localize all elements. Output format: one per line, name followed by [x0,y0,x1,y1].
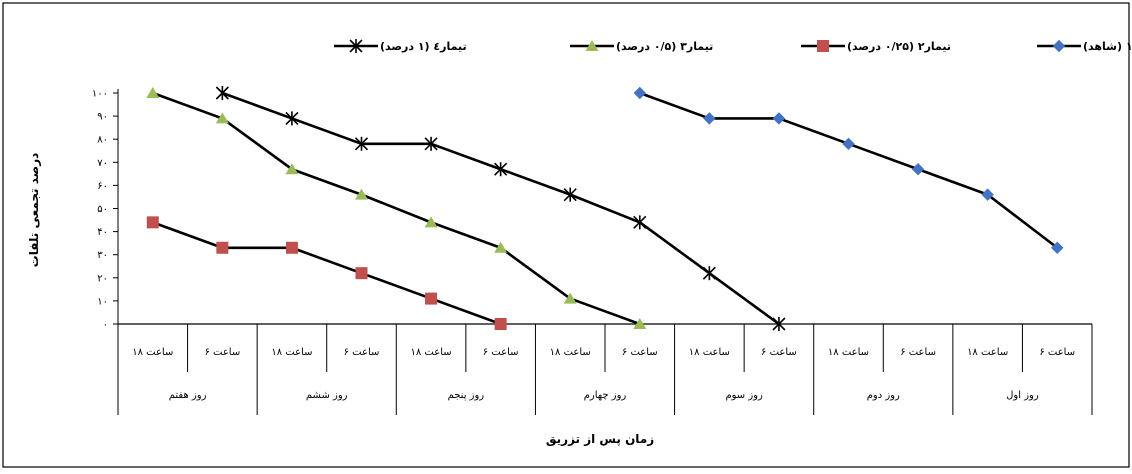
data-point-series-4 [494,162,508,177]
x-axis-title: زمان پس از تزریق [546,432,654,446]
legend-label: تیمار۳ (۰/۵ درصد) [616,40,713,53]
y-tick-label: ۶۰ [97,181,108,192]
y-axis: ۰ ۱۰ ۲۰ ۳۰ ۴۰ ۵۰ ۶۰ ۷۰ ۸۰ ۹۰ ۱۰۰ [92,89,119,331]
data-point-series-3 [494,241,508,253]
data-point-series-3 [563,292,577,304]
data-point-series-1 [911,163,925,176]
y-tick-label: ۹۰ [97,112,108,123]
x-group-label: روز ششم [306,390,348,401]
data-point-series-4 [354,136,369,151]
legend-marker-4 [349,39,363,53]
x-tick-label: ساعت ۱۸ [550,347,591,358]
y-tick-label: ۷۰ [97,158,108,169]
data-point-series-2 [216,241,229,254]
legend: تیمار۱ (شاهد) تیمار۲ (۰/۲۵ درصد) تیمار۳ (۰… [334,39,1132,53]
y-tick-label: ۰ [103,320,108,331]
y-tick-label: ۵۰ [97,204,108,215]
data-point-series-3 [285,163,299,175]
data-point-series-4 [563,187,577,202]
x-group-label: روز سوم [725,390,763,401]
data-point-series-1 [1051,241,1064,254]
x-tick-label: ساعت ۶ [900,347,936,358]
x-tick-label: ساعت ۱۸ [828,347,869,358]
x-tick-label: ساعت ۶ [344,347,380,358]
x-tick-label: ساعت ۱۸ [132,347,173,358]
data-point-series-4 [772,317,786,331]
x-tick-label: ساعت ۶ [1039,347,1075,358]
y-axis-title: درصد تجمعی تلفات [27,153,41,268]
data-point-series-1 [633,86,646,100]
data-point-series-2 [494,318,507,330]
data-point-series-2 [285,241,298,254]
data-point-series-3 [355,188,368,200]
series-line-2 [152,221,502,326]
data-point-series-3 [215,112,229,124]
x-tick-label: ساعت ۶ [483,347,519,358]
data-point-series-1 [703,112,716,125]
legend-label: تیمار۲ (۰/۲۵ درصد) [847,40,951,53]
y-tick-label: ۳۰ [97,250,108,261]
legend-label: تیمار۱ (شاهد) [1083,40,1132,53]
x-tick-label: ساعت ۱۸ [689,347,730,358]
y-tick-label: ۸۰ [97,135,108,146]
legend-item-3: تیمار۳ (۰/۵ درصد) [570,40,713,53]
data-point-series-3 [146,87,160,98]
y-tick-label: ۱۰۰ [92,89,108,100]
data-point-series-4 [424,136,438,151]
x-tick-label: ساعت ۶ [761,347,797,358]
data-point-series-1 [981,188,994,201]
x-tick-label: ساعت ۱۸ [967,347,1008,358]
legend-item-2: تیمار۲ (۰/۲۵ درصد) [801,40,951,53]
data-point-series-2 [355,267,368,280]
data-point-series-4 [633,215,647,230]
data-point-series-4 [285,111,299,126]
series-markers [146,86,1064,331]
legend-marker-2 [817,40,829,52]
data-point-series-2 [146,216,159,229]
x-tick-label: ساعت ۱۸ [271,347,312,358]
x-group-label: روز دوم [867,390,900,401]
data-point-series-4 [702,266,716,281]
data-point-series-1 [772,112,786,125]
x-axis: ساعت ۱۸ ساعت ۶ ساعت ۱۸ ساعت ۶ ساعت ۱۸ ساعت ۶ س… [117,323,1093,415]
x-tick-label: ساعت ۱۸ [411,347,452,358]
legend-label: تیمار٤ (۱ درصد) [380,40,467,53]
data-point-series-3 [633,318,647,329]
legend-item-4: تیمار٤ (۱ درصد) [334,39,467,53]
x-group-label: روز پنجم [448,390,485,401]
legend-marker-3 [585,40,599,51]
x-group-label: روز اول [1006,390,1039,401]
legend-item-1: تیمار۱ (شاهد) [1037,39,1132,53]
x-tick-label: ساعت ۶ [622,347,658,358]
x-tick-label: ساعت ۶ [204,347,240,358]
x-group-label: روز چهارم [584,390,627,401]
y-tick-label: ۱۰ [97,296,108,307]
data-point-series-1 [842,137,855,151]
legend-marker-1 [1052,39,1066,53]
data-point-series-2 [425,292,438,305]
series-line-3 [152,91,641,326]
y-tick-label: ۲۰ [97,273,108,284]
data-point-series-3 [424,216,438,228]
data-point-series-4 [215,86,229,100]
y-tick-label: ۴۰ [97,227,108,238]
x-group-label: روز هفتم [169,390,207,401]
